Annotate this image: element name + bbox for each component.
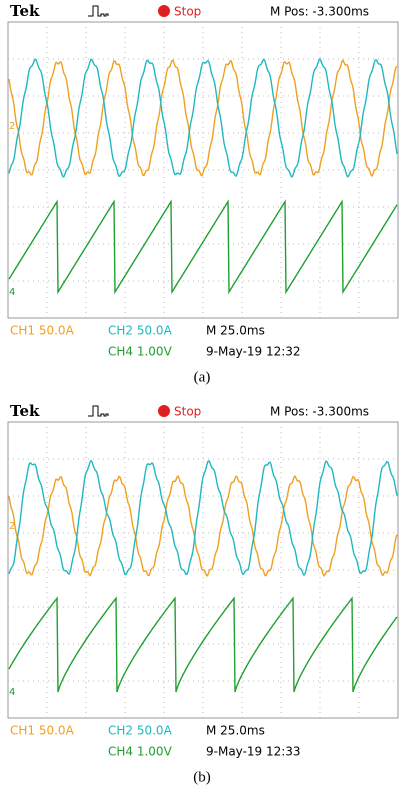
ch4-readout: CH4 1.00V: [108, 345, 173, 359]
ch2-marker: 2: [9, 121, 15, 132]
status: Stop: [174, 405, 201, 419]
caption: (a): [194, 369, 211, 385]
timestamp: 9-May-19 12:32: [206, 345, 301, 359]
ch4-marker: 4: [9, 687, 15, 698]
trigger-icon: [88, 406, 108, 416]
status: Stop: [174, 5, 201, 19]
scope-panel: Tek Stop M Pos: -3.300ms 2 4 CH1 50.0A CH2 50.…: [8, 2, 398, 385]
ch2-readout: CH2 50.0A: [108, 724, 173, 738]
ch2-readout: CH2 50.0A: [108, 324, 173, 338]
ch4-readout: CH4 1.00V: [108, 745, 173, 759]
ch1-readout: CH1 50.0A: [10, 724, 75, 738]
m-pos: M Pos: -3.300ms: [270, 405, 369, 419]
stop-dot: [158, 5, 170, 17]
timebase: M 25.0ms: [206, 724, 265, 738]
brand: Tek: [10, 402, 40, 420]
caption: (b): [193, 769, 211, 785]
brand: Tek: [10, 2, 40, 20]
m-pos: M Pos: -3.300ms: [270, 5, 369, 19]
figure: Tek Stop M Pos: -3.300ms 2 4 CH1 50.0A CH2 50.…: [0, 0, 404, 795]
trigger-icon: [88, 6, 108, 16]
stop-dot: [158, 405, 170, 417]
timebase: M 25.0ms: [206, 324, 265, 338]
timestamp: 9-May-19 12:33: [206, 745, 301, 759]
ch4-marker: 4: [9, 287, 15, 298]
ch1-readout: CH1 50.0A: [10, 324, 75, 338]
ch2-marker: 2: [9, 521, 15, 532]
scope-panel: Tek Stop M Pos: -3.300ms 2 4 CH1 50.0A CH2 50.…: [8, 402, 398, 785]
